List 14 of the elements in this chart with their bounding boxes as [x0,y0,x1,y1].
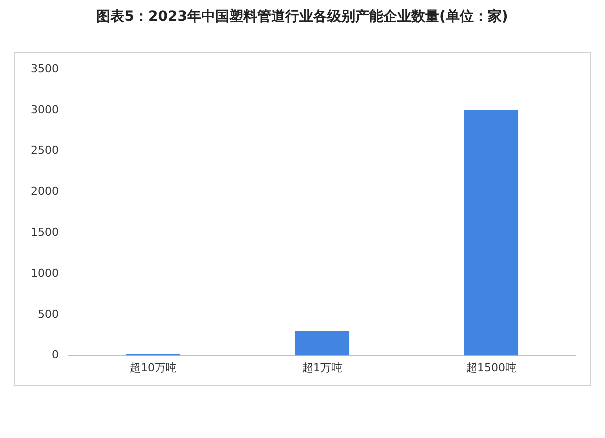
y-tick-label: 3500 [30,62,59,76]
x-tick-label: 超1500吨 [466,361,516,374]
x-tick-label: 超1万吨 [302,361,342,374]
bar [464,110,519,356]
bar [295,331,350,356]
y-tick-label: 1000 [30,266,59,280]
y-tick-label: 0 [52,348,59,362]
y-tick-label: 2000 [30,185,59,198]
x-tick-label: 超10万吨 [130,361,177,374]
chart-title: 图表5：2023年中国塑料管道行业各级别产能企业数量(单位：家) [96,8,510,26]
y-tick-label: 1500 [30,226,59,239]
y-tick-label: 500 [38,308,59,321]
y-tick-label: 3000 [30,103,59,116]
y-tick-label: 2500 [30,144,59,158]
